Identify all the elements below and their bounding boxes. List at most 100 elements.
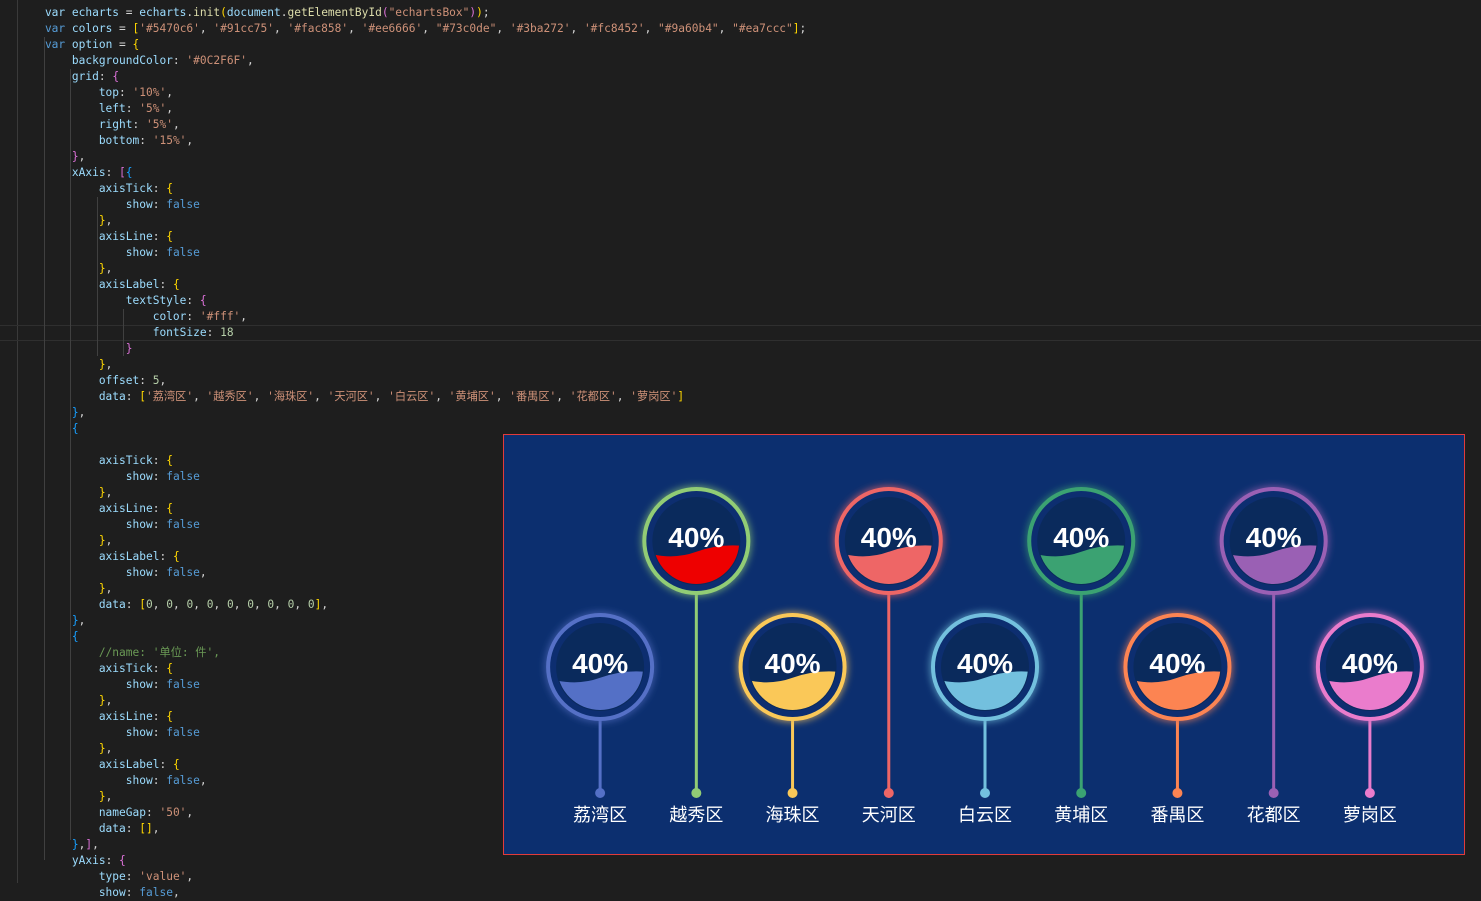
code-token: axisTick [18,182,153,195]
code-token: , [193,390,207,403]
code-token: 0 [226,598,234,611]
indent-guide [123,309,124,356]
code-token: = [112,22,133,35]
code-token: [ [139,598,147,611]
code-token: '越秀区' [206,390,254,403]
code-token: axisLine [18,230,153,243]
code-token: getElementById [287,6,382,19]
code-line: show: false [18,677,200,693]
district-marker[interactable]: 40% [1219,487,1328,798]
code-line: right: '5%', [18,117,180,133]
district-marker[interactable]: 40% [931,613,1039,798]
code-token: false [166,566,200,579]
code-token: data [18,598,126,611]
district-marker[interactable]: 40% [642,487,751,798]
echarts-box[interactable]: 40% 40% 40% 40% 40% 40% 40% 40% 40% 荔湾区 越秀区 海珠区 天河区… [503,434,1465,855]
code-token: 0 [146,598,153,611]
code-token: right [18,118,133,131]
code-token: 0 [206,598,214,611]
code-token: , [213,598,227,611]
code-token: '番禺区' [509,390,557,403]
code-token: , [105,262,113,275]
district-percent: 40% [668,522,724,553]
district-percent: 40% [861,522,917,553]
code-line: }, [18,213,113,229]
district-marker[interactable]: 40% [834,487,943,798]
code-token: { [166,182,173,195]
code-token: , [166,86,173,99]
code-token: , [193,598,207,611]
code-token: 0 [166,598,173,611]
code-token: [] [139,822,153,835]
code-token: , [199,566,207,579]
code-line: yAxis: { [18,853,126,869]
code-line: show: false [18,725,200,741]
editor-gutter-edge [17,0,18,883]
code-line: axisTick: { [18,181,173,197]
code-token: 0 [247,598,254,611]
code-line: }, [18,741,113,757]
code-token: '天河区' [327,390,375,403]
code-token: , [105,582,113,595]
code-token: "echartsBox" [388,6,470,19]
code-line: { [18,629,79,645]
code-token: '50' [159,806,187,819]
code-token: : [206,326,221,339]
code-token: } [18,534,106,547]
district-dot [1364,788,1375,798]
code-token: axisTick [18,454,153,467]
code-token: , [718,22,733,35]
code-token: } [18,486,106,499]
code-token: type [18,870,126,883]
code-line: { [18,421,79,437]
district-marker[interactable]: 40% [738,613,847,798]
code-token: show [18,774,153,787]
code-token: xAxis [18,166,106,179]
district-marker[interactable]: 40% [546,613,655,798]
code-token: , [186,134,194,147]
district-marker[interactable]: 40% [1123,613,1232,798]
code-token: , [186,806,194,819]
code-token: , [274,22,288,35]
code-token: show [18,886,126,899]
code-line: }, [18,789,113,805]
code-token: '5%' [139,102,167,115]
code-token: : [152,710,167,723]
district-percent: 40% [1246,522,1302,553]
district-marker[interactable]: 40% [1027,487,1136,798]
code-token: '荔湾区' [146,390,194,403]
code-token: , [166,102,173,115]
district-percent: 40% [1149,648,1205,679]
code-token: : [119,86,133,99]
district-label: 海珠区 [765,805,820,826]
district-dot [691,788,702,798]
code-line: },], [18,837,99,853]
code-token: : [152,662,167,675]
code-line: data: [0, 0, 0, 0, 0, 0, 0, 0, 0], [18,597,328,613]
district-marker[interactable]: 40% [1315,613,1424,798]
code-line: color: '#fff', [18,309,247,325]
code-token: '15%' [152,134,187,147]
code-token: nameGap [18,806,146,819]
code-token: : [152,518,167,531]
code-line: //name: '单位: 件', [18,645,220,661]
code-token: '#fff' [199,310,241,323]
code-token: { [166,502,173,515]
code-token: yAxis [18,854,106,867]
code-line: }, [18,149,86,165]
indent-guide [97,197,98,356]
code-token: = [119,6,140,19]
district-dot [787,788,798,798]
code-token: : [125,886,140,899]
code-token: , [253,390,268,403]
code-token: : [139,374,153,387]
code-token: , [173,598,187,611]
code-token: , [247,54,254,67]
code-token: ; [799,22,807,35]
code-token: "#9a60b4" [658,22,719,35]
code-token: ( [220,6,227,19]
code-line: var option = { [18,37,139,53]
code-token: false [166,246,200,259]
code-token: : [186,310,200,323]
